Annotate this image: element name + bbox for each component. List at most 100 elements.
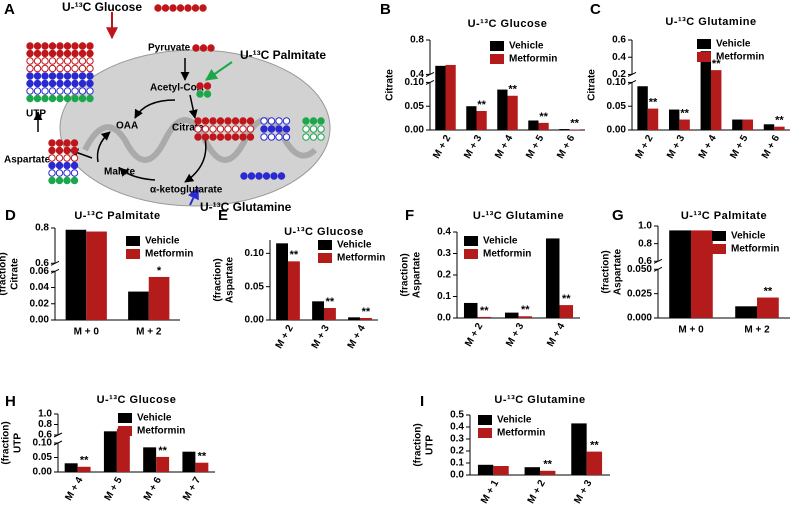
isotope-dot	[56, 49, 64, 58]
x-tick-label: M + 3	[462, 133, 484, 161]
legend-swatch	[697, 52, 711, 62]
isotope-dot	[209, 133, 217, 141]
isotope-dot	[41, 79, 49, 88]
isotope-dot	[70, 169, 79, 177]
panel-letter: D	[5, 207, 16, 224]
isotope-dot	[86, 79, 94, 88]
isotope-dot	[199, 4, 207, 12]
node-label: Pyruvate	[148, 43, 191, 54]
panel-letter: G	[612, 207, 624, 224]
y-tick-label: 0.06	[30, 266, 50, 277]
isotope-dot	[231, 125, 240, 133]
y-tick-label: 0.050	[627, 264, 652, 275]
bar	[757, 297, 779, 318]
significance-label: **	[326, 296, 335, 308]
isotope-dot	[184, 4, 192, 12]
bar	[288, 261, 300, 320]
legend-swatch	[478, 415, 492, 425]
isotope-dot	[71, 42, 79, 50]
isotope-dot	[70, 161, 79, 170]
isotope-dot	[282, 133, 291, 141]
x-tick-label: M + 0	[678, 325, 704, 336]
legend-swatch	[712, 231, 726, 241]
isotope-dot	[302, 117, 310, 125]
significance-label: **	[290, 249, 299, 261]
significance-label: **	[198, 451, 207, 463]
significance-label: **	[539, 111, 548, 123]
y-tick-label: 0.6	[35, 258, 49, 269]
bar	[668, 109, 680, 130]
chart-panel: D U-¹³C Palmitate 0.00 0.02 0.04 0.060.6 0.8 Ci…	[0, 207, 193, 338]
isotope-dot	[70, 176, 79, 185]
legend-swatch	[126, 236, 140, 246]
isotope-dot	[255, 172, 263, 180]
legend-label: Metformin	[483, 249, 531, 260]
isotope-dot	[55, 146, 64, 155]
bar	[497, 89, 508, 130]
isotope-dot	[78, 79, 87, 88]
chart-panel: F U-¹³C Glutamine 0.0 0.1 0.2 0.3 0.4 Aspartate…	[400, 207, 580, 349]
isotope-dot	[48, 87, 57, 95]
x-tick-label: M + 5	[728, 133, 750, 161]
isotope-dot	[33, 57, 42, 65]
isotope-dot	[260, 133, 268, 141]
isotope-dot	[63, 79, 72, 88]
isotope-dot	[33, 87, 42, 95]
isotope-dot	[86, 87, 94, 95]
isotope-dot	[71, 72, 79, 80]
y-axis-label: Citrate	[587, 69, 598, 101]
legend-swatch	[697, 39, 711, 49]
x-tick-label: M + 3	[310, 323, 332, 351]
y-tick-label: 0.10	[405, 77, 425, 88]
bar	[637, 86, 648, 130]
bar	[711, 70, 722, 130]
isotope-dot	[239, 117, 247, 125]
x-tick-label: M + 6	[760, 133, 782, 161]
legend-label: Vehicle	[716, 39, 751, 50]
x-tick-label: M + 4	[697, 133, 719, 161]
bar	[518, 316, 533, 318]
y-tick-label: 0.05	[33, 452, 53, 463]
panel-letter: A	[4, 1, 15, 18]
y-tick-label: 0.05	[607, 101, 627, 112]
legend-label: Metformin	[145, 249, 193, 260]
arrow	[96, 131, 111, 163]
legend-label: Metformin	[509, 54, 557, 65]
break-mark	[627, 79, 637, 85]
arrow	[188, 94, 198, 119]
legend-label: Vehicle	[509, 41, 544, 52]
legend-label: Metformin	[731, 244, 779, 255]
isotope-dot	[63, 154, 71, 162]
isotope-dot	[86, 72, 94, 80]
isotope-dot	[78, 87, 87, 95]
legend-label: Metformin	[716, 52, 764, 63]
isotope-dot	[86, 42, 94, 50]
legend-label: Metformin	[337, 253, 385, 264]
y-tick-label: 0.00	[30, 315, 50, 326]
isotope-dot	[161, 4, 170, 12]
bar	[195, 462, 209, 472]
isotope-dot	[201, 125, 210, 133]
isotope-dot	[78, 57, 87, 65]
y-tick-label: 0.02	[30, 298, 50, 309]
node-label: U-¹³C Glucose	[62, 0, 142, 14]
isotope-dot	[317, 117, 325, 125]
x-tick-label: M + 4	[493, 133, 515, 161]
isotope-dot	[86, 49, 94, 58]
bar	[65, 229, 87, 320]
bar	[466, 106, 477, 130]
bar	[524, 467, 540, 475]
isotope-dot	[48, 72, 57, 80]
isotope-dot	[26, 79, 34, 88]
bar	[545, 238, 560, 318]
panel-letter: C	[590, 1, 601, 18]
legend-label: Vehicle	[337, 240, 372, 251]
bar	[504, 312, 519, 318]
isotope-dot	[231, 133, 240, 141]
chart-panel: I U-¹³C Glutamine 0.00.10.20.30.40.5 UTP(fr…	[413, 393, 610, 506]
bar	[148, 276, 170, 320]
node-label: Citrate	[172, 123, 204, 134]
bar	[445, 64, 456, 130]
arrow	[184, 137, 207, 183]
arrow	[205, 61, 233, 81]
